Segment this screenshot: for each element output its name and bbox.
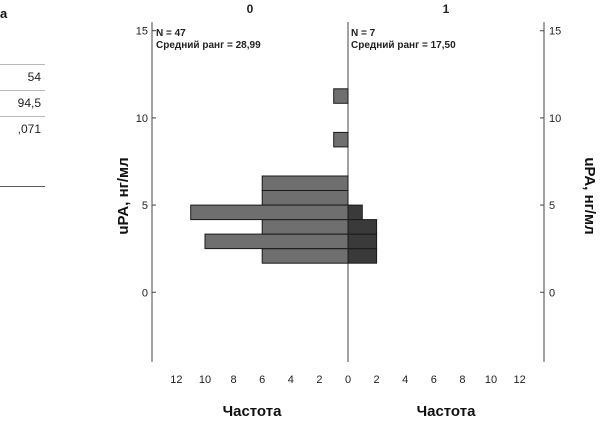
x-axis-title-right: Частота (417, 403, 477, 420)
panel-0-title: 0 (247, 2, 254, 16)
panel-0-bars (190, 88, 349, 264)
panel-0-bar-7 (333, 88, 349, 104)
x-tick-label-right-12: 12 (513, 374, 525, 386)
panel-0-bar-6 (333, 131, 349, 148)
panel-0-n-annotation: N = 47 (156, 28, 186, 39)
panel-0-bar-5 (261, 175, 349, 191)
x-tick-label-left-0: 0 (345, 374, 351, 386)
x-axis-ticks: 12 10 8 6 4 2 0 2 4 6 8 10 12 (170, 374, 525, 386)
x-tick-label-left-12: 12 (170, 374, 182, 386)
statistics-table-fragment: а 54 94,5 ,071 (0, 0, 45, 190)
x-axis-title-left: Частота (223, 403, 283, 420)
statistics-table-title: а (0, 6, 8, 21)
x-tick-label-right-10: 10 (485, 374, 497, 386)
panel-1-bar-2 (347, 219, 378, 235)
panel-1-bars (347, 204, 378, 264)
y-tick-label-right-5: 5 (549, 200, 555, 212)
x-tick-label-right-8: 8 (459, 374, 465, 386)
panel-0-mean-rank-annotation: Средний ранг = 28,99 (156, 40, 261, 51)
y-tick-label-right-0: 0 (549, 287, 555, 299)
x-tick-label-left-4: 4 (288, 374, 294, 386)
y-tick-label-left-10: 10 (136, 113, 148, 125)
statistic-value-significance: ,071 (17, 122, 41, 136)
table-bottom-rule (0, 186, 45, 187)
panel-0-bar-1 (204, 233, 349, 250)
panel-1-bar-1 (347, 233, 378, 250)
x-tick-label-right-2: 2 (374, 374, 380, 386)
panel-0-bar-4 (261, 190, 349, 206)
panel-0-bar-3 (190, 204, 349, 221)
table-rule (0, 90, 45, 91)
statistic-value-mann-whitney-u: 54 (27, 70, 41, 84)
x-tick-label-right-4: 4 (402, 374, 408, 386)
y-axis-ticks: 0 0 5 5 10 10 15 15 (136, 26, 562, 300)
panel-1-mean-rank-annotation: Средний ранг = 17,50 (351, 40, 456, 51)
panel-1-title: 1 (443, 2, 450, 16)
panel-0-bar-2 (261, 219, 349, 235)
panel-1-n-annotation: N = 7 (351, 28, 376, 39)
x-tick-label-left-8: 8 (231, 374, 237, 386)
y-tick-label-left-0: 0 (142, 287, 148, 299)
y-axis-title-left: uPA, нг/мл (115, 157, 132, 234)
y-tick-label-left-5: 5 (142, 200, 148, 212)
x-tick-label-left-6: 6 (259, 374, 265, 386)
y-tick-label-right-10: 10 (549, 113, 561, 125)
y-tick-label-left-15: 15 (136, 26, 148, 38)
x-tick-label-left-2: 2 (316, 374, 322, 386)
panel-1-bar-3 (347, 204, 363, 221)
y-axis-title-right: uPA, нг/мл (581, 157, 598, 234)
table-rule (0, 64, 45, 65)
x-tick-label-left-10: 10 (199, 374, 211, 386)
panel-0-bar-0 (261, 248, 349, 264)
panel-1-bar-0 (347, 248, 378, 264)
statistic-value-wilcoxon-w: 94,5 (17, 96, 41, 110)
y-tick-label-right-15: 15 (549, 26, 561, 38)
x-tick-label-right-6: 6 (431, 374, 437, 386)
table-rule (0, 116, 45, 117)
